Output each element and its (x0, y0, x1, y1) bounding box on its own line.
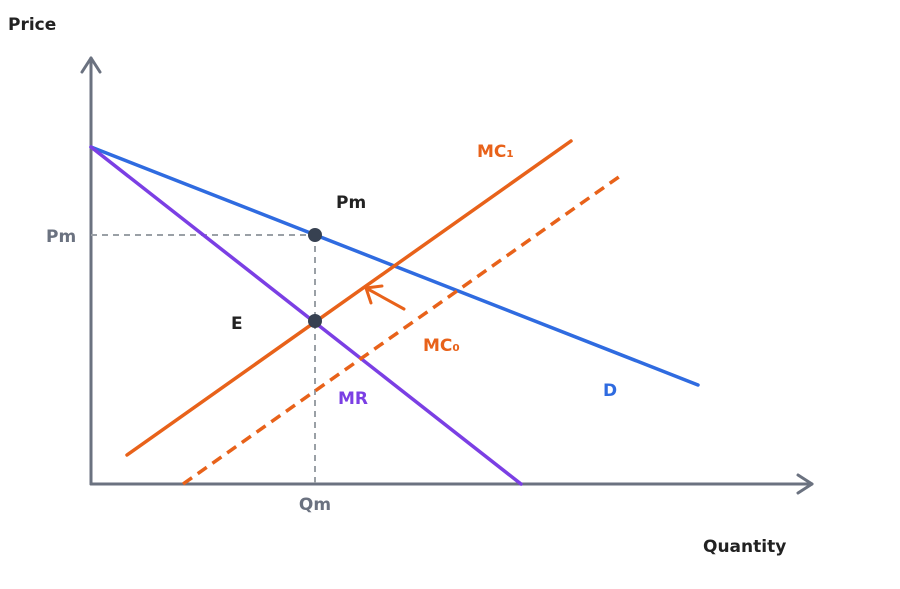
shift-arrow (364, 284, 406, 311)
y-axis-label: Price (8, 15, 56, 35)
mr-curve (89, 145, 523, 486)
x-tick-label: Qm (299, 495, 331, 515)
equilibrium-point (308, 314, 322, 328)
y-tick-label: Pm (46, 227, 76, 247)
y-axis-arrow (80, 56, 102, 74)
point-label: Pm (336, 193, 366, 213)
curve-label: MR (338, 389, 368, 409)
curve-label: MC₀ (423, 336, 460, 356)
monopoly-point (308, 228, 322, 242)
x-axis-arrow (796, 473, 814, 495)
mc1-curve (125, 139, 573, 457)
point-label: E (231, 314, 243, 334)
x-axis-label: Quantity (703, 537, 786, 557)
curve-label: D (603, 381, 617, 401)
curve-label: MC₁ (477, 142, 514, 162)
